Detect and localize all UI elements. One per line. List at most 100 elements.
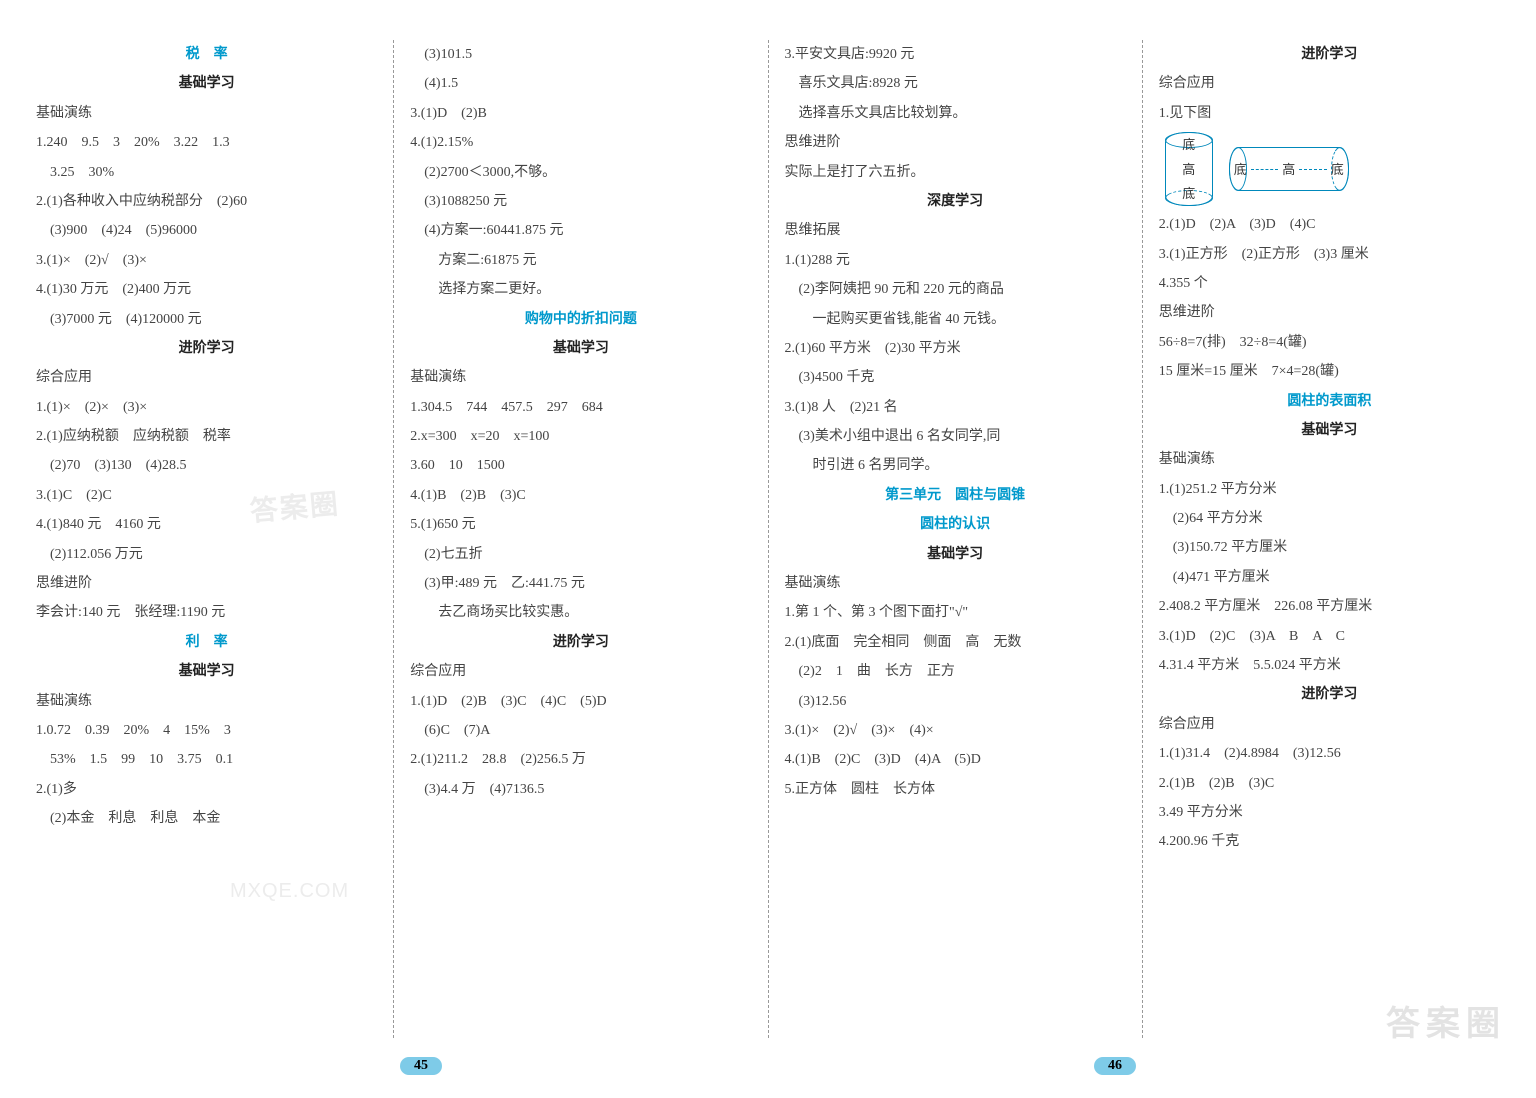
diagram-label: 底 (1180, 180, 1197, 207)
text-line: 一起购买更省钱,能省 40 元钱。 (785, 305, 1126, 334)
text-line: 4.200.96 千克 (1159, 827, 1500, 856)
heading-basic-study-1: 基础学习 (36, 69, 377, 98)
page-number-badge: 45 (400, 1057, 442, 1075)
heading-basic-study-2: 基础学习 (36, 657, 377, 686)
column-1: 税 率 基础学习 基础演练 1.240 9.5 3 20% 3.22 1.3 3… (20, 40, 394, 1038)
diagram-label: 底 (1234, 156, 1247, 183)
heading-basic-study-3: 基础学习 (410, 334, 751, 363)
cylinder-diagram: 底 高 底 底 高 底 (1165, 132, 1500, 206)
text-line: 综合应用 (1159, 710, 1500, 739)
text-line: (3)4500 千克 (785, 363, 1126, 392)
text-line: 1.见下图 (1159, 99, 1500, 128)
text-line: 基础演练 (785, 569, 1126, 598)
text-line: 2.(1)60 平方米 (2)30 平方米 (785, 334, 1126, 363)
text-line: (3)7000 元 (4)120000 元 (36, 305, 377, 334)
text-line: (6)C (7)A (410, 716, 751, 745)
page-number-left: 45 (400, 1051, 442, 1080)
text-line: 时引进 6 名男同学。 (785, 451, 1126, 480)
text-line: 2.408.2 平方厘米 226.08 平方厘米 (1159, 592, 1500, 621)
text-line: 3.(1)D (2)B (410, 99, 751, 128)
text-line: 4.355 个 (1159, 269, 1500, 298)
text-line: 3.(1)× (2)√ (3)× (36, 246, 377, 275)
text-line: 3.(1)C (2)C (36, 481, 377, 510)
text-line: 2.(1)底面 完全相同 侧面 高 无数 (785, 628, 1126, 657)
text-line: 思维进阶 (36, 569, 377, 598)
text-line: 15 厘米=15 厘米 7×4=28(罐) (1159, 357, 1500, 386)
page-number-badge: 46 (1094, 1057, 1136, 1075)
text-line: (2)64 平方分米 (1159, 504, 1500, 533)
text-line: (2)112.056 万元 (36, 540, 377, 569)
text-line: 喜乐文具店:8928 元 (785, 69, 1126, 98)
heading-discount-problems: 购物中的折扣问题 (410, 305, 751, 334)
heading-advance-study-1: 进阶学习 (36, 334, 377, 363)
text-line: 3.25 30% (36, 158, 377, 187)
heading-interest-rate: 利 率 (36, 628, 377, 657)
diagram-label: 底 (1331, 156, 1344, 183)
text-line: 1.(1)31.4 (2)4.8984 (3)12.56 (1159, 739, 1500, 768)
text-line: 3.60 10 1500 (410, 451, 751, 480)
text-line: 2.(1)应纳税额 应纳税额 税率 (36, 422, 377, 451)
text-line: 53% 1.5 99 10 3.75 0.1 (36, 745, 377, 774)
text-line: (3)900 (4)24 (5)96000 (36, 216, 377, 245)
text-line: 思维拓展 (785, 216, 1126, 245)
text-line: 3.平安文具店:9920 元 (785, 40, 1126, 69)
text-line: 56÷8=7(排) 32÷8=4(罐) (1159, 328, 1500, 357)
text-line: (2)2700＜3000,不够。 (410, 158, 751, 187)
text-line: 思维进阶 (785, 128, 1126, 157)
text-line: 2.x=300 x=20 x=100 (410, 422, 751, 451)
cylinder-horizontal-icon: 底 高 底 (1229, 147, 1349, 191)
text-line: (3)甲:489 元 乙:441.75 元 (410, 569, 751, 598)
text-line: 综合应用 (1159, 69, 1500, 98)
text-line: 2.(1)B (2)B (3)C (1159, 769, 1500, 798)
text-line: (3)101.5 (410, 40, 751, 69)
text-line: 4.(1)840 元 4160 元 (36, 510, 377, 539)
text-line: 实际上是打了六五折。 (785, 158, 1126, 187)
text-line: 2.(1)211.2 28.8 (2)256.5 万 (410, 745, 751, 774)
text-line: 3.49 平方分米 (1159, 798, 1500, 827)
heading-tax-rate: 税 率 (36, 40, 377, 69)
text-line: 4.(1)30 万元 (2)400 万元 (36, 275, 377, 304)
page-number-right: 46 (1094, 1051, 1136, 1080)
page-container: 税 率 基础学习 基础演练 1.240 9.5 3 20% 3.22 1.3 3… (0, 0, 1536, 1098)
text-line: 综合应用 (410, 657, 751, 686)
text-line: (4)471 平方厘米 (1159, 563, 1500, 592)
text-line: 1.(1)D (2)B (3)C (4)C (5)D (410, 687, 751, 716)
text-line: 基础演练 (36, 687, 377, 716)
text-line: (3)1088250 元 (410, 187, 751, 216)
heading-cylinder-surface-area: 圆柱的表面积 (1159, 387, 1500, 416)
text-line: 3.(1)正方形 (2)正方形 (3)3 厘米 (1159, 240, 1500, 269)
dash-line (1251, 169, 1278, 170)
heading-cylinder-recognition: 圆柱的认识 (785, 510, 1126, 539)
heading-unit-3-cylinder-cone: 第三单元 圆柱与圆锥 (785, 481, 1126, 510)
text-line: 4.(1)2.15% (410, 128, 751, 157)
text-line: 李会计:140 元 张经理:1190 元 (36, 598, 377, 627)
text-line: 5.(1)650 元 (410, 510, 751, 539)
text-line: 选择方案二更好。 (410, 275, 751, 304)
text-line: 综合应用 (36, 363, 377, 392)
heading-advance-study-3: 进阶学习 (1159, 40, 1500, 69)
text-line: 基础演练 (410, 363, 751, 392)
text-line: (2)2 1 曲 长方 正方 (785, 657, 1126, 686)
diagram-label: 高 (1182, 156, 1195, 183)
text-line: 4.(1)B (2)B (3)C (410, 481, 751, 510)
text-line: 3.(1)D (2)C (3)A B A C (1159, 622, 1500, 651)
text-line: 1.(1)251.2 平方分米 (1159, 475, 1500, 504)
cylinder-vertical-icon: 底 高 底 (1165, 132, 1213, 206)
text-line: 1.第 1 个、第 3 个图下面打"√" (785, 598, 1126, 627)
text-line: 1.0.72 0.39 20% 4 15% 3 (36, 716, 377, 745)
dash-line (1299, 169, 1326, 170)
text-line: 基础演练 (36, 99, 377, 128)
column-3: 3.平安文具店:9920 元 喜乐文具店:8928 元 选择喜乐文具店比较划算。… (769, 40, 1143, 1038)
text-line: (3)150.72 平方厘米 (1159, 533, 1500, 562)
text-line: 3.(1)× (2)√ (3)× (4)× (785, 716, 1126, 745)
text-line: 1.240 9.5 3 20% 3.22 1.3 (36, 128, 377, 157)
text-line: 选择喜乐文具店比较划算。 (785, 99, 1126, 128)
text-line: 1.(1)288 元 (785, 246, 1126, 275)
text-line: (3)美术小组中退出 6 名女同学,同 (785, 422, 1126, 451)
text-line: 去乙商场买比较实惠。 (410, 598, 751, 627)
heading-advance-study-2: 进阶学习 (410, 628, 751, 657)
column-2: (3)101.5 (4)1.5 3.(1)D (2)B 4.(1)2.15% (… (394, 40, 768, 1038)
text-line: 基础演练 (1159, 445, 1500, 474)
text-line: 2.(1)各种收入中应纳税部分 (2)60 (36, 187, 377, 216)
diagram-label: 高 (1282, 156, 1295, 183)
